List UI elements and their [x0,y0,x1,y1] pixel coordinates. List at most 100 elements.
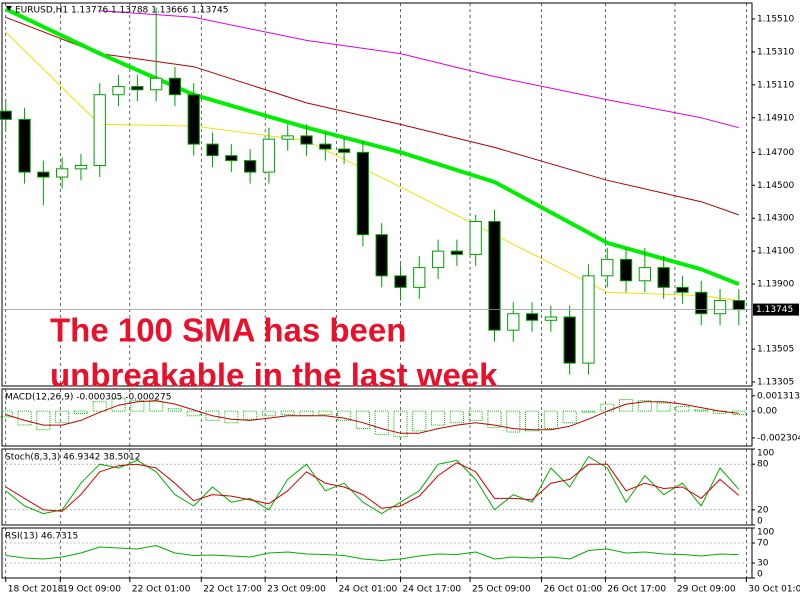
x-tick-label: 18 Oct 2018 [8,585,64,595]
candle-body [74,165,88,170]
y-tick-label: 1.14100 [757,247,794,257]
y-tick-label: 1.14300 [757,214,794,224]
candle-body [225,155,238,162]
oscillator-line [5,545,739,561]
y-tick-label: 0.00 [757,407,777,417]
histogram-bar [318,410,333,416]
candle-body [356,151,370,236]
candle-body [563,316,576,364]
candle-body [601,258,614,277]
histogram-bar [186,410,201,417]
oscillator-line [5,456,740,515]
histogram-bar [36,410,51,431]
histogram-bar [0,410,13,418]
histogram-bar [149,401,164,412]
candle-body [206,143,219,157]
x-tick-label: 26 Oct 17:00 [607,585,666,595]
candle-body [93,94,106,167]
y-tick-label: 80 [757,460,769,470]
x-tick-label: 23 Oct 09:00 [267,585,326,595]
candle-body [450,250,464,255]
y-tick-label: 1.14700 [757,148,794,158]
x-tick-label: 19 Oct 09:00 [62,585,121,595]
annotation: The 100 SMA has been [50,312,406,349]
signal-line [5,400,739,434]
histogram-bar [731,410,746,416]
x-tick-label: 29 Oct 09:00 [677,585,736,595]
candle-body [713,300,727,315]
candle-body [149,77,163,91]
candle-body [544,316,558,321]
candle-body [619,258,633,282]
histogram-bar [637,400,652,412]
histogram-bar [111,397,126,412]
candle-body [394,275,407,288]
moving-average [5,16,739,216]
candle-body [488,221,501,331]
x-tick-label: 26 Oct 01:00 [543,585,602,595]
y-tick-label: 0 [757,570,763,580]
candle-body [168,77,182,96]
x-tick-label: 22 Oct 01:00 [132,585,191,595]
last-price-label: 1.13745 [756,305,793,315]
panel-frame [1,2,753,387]
histogram-bar [92,401,107,412]
histogram-bar [243,410,258,420]
moving-average [5,31,739,301]
panel-title: RSI(13) 46.7315 [5,532,78,542]
y-tick-label: -0.002304 [757,433,800,443]
histogram-bar [393,410,408,438]
candle-body [732,300,745,311]
y-tick-label: 1.13900 [757,280,794,290]
panel-frame [1,527,753,579]
histogram-bar [656,402,671,412]
candle-body [243,160,257,173]
candle-body [469,221,482,255]
x-tick-label: 22 Oct 17:00 [203,585,262,595]
y-tick-label: 1.13505 [757,345,794,355]
panel-frame [1,388,753,447]
histogram-bar [73,410,89,414]
histogram-bar [17,410,32,426]
histogram-bar [130,400,145,412]
candle-body [187,94,200,145]
histogram-bar [675,405,690,412]
histogram-bar [224,410,239,424]
candle-body [431,250,445,269]
histogram-bar [55,410,70,424]
histogram-bar [562,410,577,424]
candle-body [262,138,276,173]
candle-body [582,275,595,364]
histogram-bar [543,410,558,430]
y-tick-label: 70 [757,539,769,549]
histogram-bar [524,410,540,432]
last-price-box [753,303,799,316]
y-tick-label: 0.001313 [757,391,800,401]
moving-average [4,7,740,286]
y-tick-label: 100 [757,528,774,538]
candle-body [18,118,31,173]
candle-body [0,110,12,120]
y-tick-label: 30 [757,559,769,569]
candle-body [300,135,313,145]
panel-frame [1,448,753,526]
histogram-bar [618,398,634,412]
x-tick-label: 25 Oct 09:00 [472,585,531,595]
candle-body [525,313,539,321]
y-tick-label: 20 [757,505,769,515]
symbol-icon [6,6,12,11]
histogram-bar [431,410,446,426]
y-tick-label: 0 [757,517,763,527]
candle-body [112,85,125,96]
candle-body [638,267,651,282]
histogram-bar [374,410,389,435]
candle-body [676,286,689,293]
candle-body [413,267,426,288]
y-tick-label: 1.13305 [757,378,794,388]
histogram-bar [506,410,521,433]
y-tick-label: 1.15310 [757,47,794,57]
histogram-bar [280,410,295,416]
candle-body [337,148,351,153]
panel-title: Stoch(8,3,3) 46.9342 38.5012 [5,453,140,463]
